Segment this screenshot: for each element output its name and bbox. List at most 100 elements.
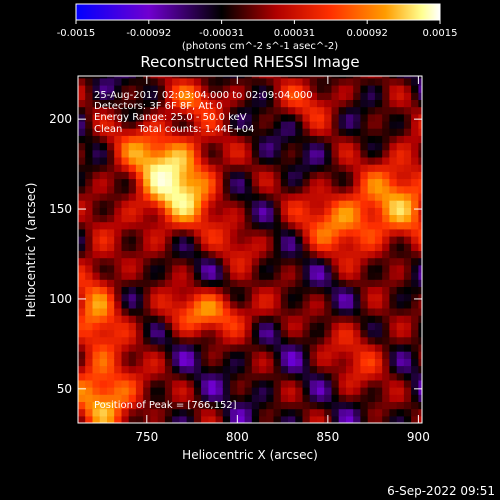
heatmap-cell	[317, 128, 325, 136]
heatmap-cell	[295, 272, 304, 280]
heatmap-cell	[186, 221, 195, 230]
heatmap-cell	[201, 178, 209, 187]
heatmap-cell	[403, 394, 412, 402]
heatmap-cell	[107, 257, 115, 266]
heatmap-cell	[302, 329, 311, 338]
heatmap-cell	[396, 192, 405, 201]
heatmap-cell	[237, 221, 246, 230]
heatmap-cell	[331, 120, 340, 129]
heatmap-cell	[367, 286, 376, 295]
heatmap-cell	[317, 279, 325, 287]
heatmap-cell	[121, 156, 130, 165]
heatmap-cell	[360, 365, 369, 374]
heatmap-cell	[222, 336, 231, 345]
heatmap-cell	[251, 185, 260, 194]
x-tick-label: 850	[316, 430, 339, 444]
heatmap-cell	[128, 307, 137, 316]
heatmap-cell	[353, 387, 361, 395]
heatmap-cell	[338, 243, 347, 251]
heatmap-cell	[150, 99, 159, 108]
heatmap-cell	[295, 200, 304, 208]
heatmap-cell	[295, 257, 304, 266]
heatmap-cell	[215, 358, 224, 367]
heatmap-cell	[244, 207, 253, 215]
colorbar	[75, 3, 441, 21]
heatmap-cell	[360, 149, 369, 158]
heatmap-cell	[331, 77, 340, 86]
heatmap-cell	[157, 351, 166, 359]
heatmap-cell	[78, 336, 86, 345]
heatmap-cell	[266, 207, 275, 215]
heatmap-cell	[150, 300, 159, 309]
heatmap-cell	[92, 343, 101, 352]
heatmap-cell	[346, 135, 354, 144]
heatmap-cell	[150, 257, 159, 266]
heatmap-cell	[317, 343, 325, 352]
heatmap-cell	[266, 77, 275, 86]
heatmap-cell	[273, 221, 282, 230]
heatmap-cell	[346, 128, 354, 136]
heatmap-cell	[317, 135, 325, 144]
heatmap-cell	[360, 178, 369, 187]
heatmap-cell	[78, 92, 86, 100]
heatmap-cell	[128, 178, 137, 187]
heatmap-cell	[266, 85, 275, 93]
heatmap-cell	[244, 351, 253, 359]
heatmap-cell	[389, 200, 398, 208]
heatmap-cell	[230, 307, 238, 316]
heatmap-cell	[114, 315, 122, 323]
heatmap-cell	[367, 85, 376, 93]
heatmap-cell	[99, 236, 108, 244]
heatmap-cell	[78, 264, 86, 273]
heatmap-cell	[85, 307, 93, 316]
heatmap-cell	[107, 113, 115, 122]
heatmap-cell	[244, 300, 253, 309]
heatmap-cell	[309, 142, 318, 151]
annotation-detectors: Detectors: 3F 6F 8F, Att 0	[94, 101, 222, 112]
heatmap-cell	[244, 99, 253, 108]
heatmap-cell	[382, 243, 390, 251]
heatmap-cell	[201, 106, 209, 115]
heatmap-cell	[143, 343, 151, 352]
heatmap-cell	[266, 336, 275, 345]
heatmap-cell	[367, 387, 376, 395]
heatmap-cell	[201, 279, 209, 287]
heatmap-cell	[201, 243, 209, 251]
heatmap-cell	[186, 77, 195, 86]
heatmap-cell	[92, 77, 101, 86]
heatmap-cell	[92, 221, 101, 230]
heatmap-cell	[85, 207, 93, 215]
heatmap-cell	[164, 300, 173, 309]
heatmap-cell	[396, 379, 405, 388]
heatmap-cell	[280, 106, 289, 115]
heatmap-cell	[309, 156, 318, 165]
heatmap-cell	[179, 92, 188, 100]
heatmap-cell	[78, 99, 86, 108]
heatmap-cell	[172, 135, 180, 144]
heatmap-cell	[353, 221, 361, 230]
heatmap-cell	[396, 77, 405, 86]
heatmap-cell	[418, 106, 422, 115]
heatmap-cell	[382, 250, 390, 259]
heatmap-cell	[346, 171, 354, 180]
heatmap-cell	[360, 264, 369, 273]
heatmap-cell	[338, 286, 347, 295]
heatmap-cell	[302, 415, 311, 423]
heatmap-cell	[317, 185, 325, 194]
heatmap-cell	[331, 257, 340, 266]
heatmap-cell	[99, 200, 108, 208]
heatmap-cell	[396, 264, 405, 273]
heatmap-cell	[418, 315, 422, 323]
heatmap-cell	[164, 221, 173, 230]
heatmap-cell	[346, 387, 354, 395]
heatmap-cell	[288, 228, 296, 237]
heatmap-cell	[295, 307, 304, 316]
heatmap-cell	[259, 358, 267, 367]
heatmap-cell	[288, 77, 296, 86]
heatmap-cell	[172, 228, 180, 237]
heatmap-cell	[201, 408, 209, 417]
heatmap-cell	[259, 329, 267, 338]
heatmap-cell	[121, 77, 130, 86]
heatmap-cell	[251, 164, 260, 172]
heatmap-cell	[331, 228, 340, 237]
